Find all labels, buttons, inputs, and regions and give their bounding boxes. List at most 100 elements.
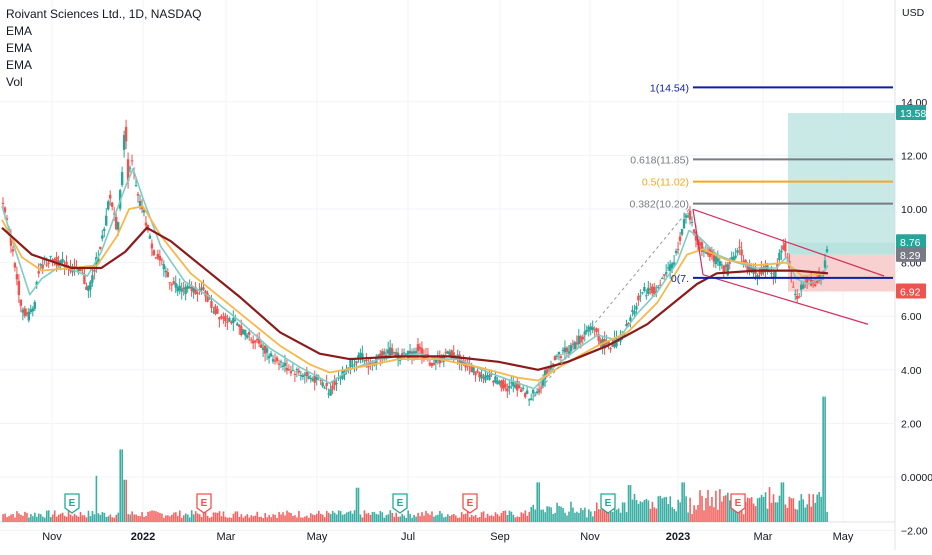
earnings-label: E [467, 498, 474, 509]
volume-bar [276, 517, 278, 522]
volume-bar [558, 505, 560, 522]
volume-bar [770, 502, 773, 522]
volume-bar [615, 509, 618, 522]
candle-body [599, 340, 602, 345]
candle-body [251, 340, 255, 344]
candle-body [657, 286, 660, 288]
volume-bar [663, 497, 666, 522]
volume-bar [236, 511, 239, 522]
candle-body [166, 272, 169, 277]
volume-bar [83, 515, 86, 522]
candle-body [750, 267, 753, 272]
price-badge-label: 6.92 [900, 287, 921, 299]
volume-legend[interactable]: Vol [6, 75, 23, 89]
candle-body [565, 347, 569, 352]
volume-bar [371, 512, 374, 522]
candle-body [799, 284, 803, 290]
candle-body [91, 275, 94, 283]
earnings-icon [730, 493, 746, 514]
volume-bar [321, 514, 324, 522]
volume-bar [526, 515, 529, 522]
volume-bar [30, 514, 32, 522]
candle-body [283, 362, 287, 366]
price-tick-label: 2.00 [901, 418, 922, 430]
candle-body [275, 357, 279, 361]
volume-bar [657, 496, 660, 522]
volume-bar [437, 514, 439, 522]
candle-body [61, 258, 64, 263]
candle-body [240, 326, 243, 336]
ema-legend-3[interactable]: EMA [6, 58, 33, 72]
candle-body [688, 210, 692, 220]
volume-bar [623, 502, 626, 522]
volume-bar [540, 509, 542, 522]
volume-bar [709, 505, 711, 522]
volume-bar [449, 516, 451, 522]
candle-body [19, 299, 23, 306]
candle-body [639, 295, 642, 297]
candle-body [329, 389, 332, 396]
volume-bar [103, 512, 106, 522]
volume-bar [734, 508, 737, 522]
candle-body [130, 160, 134, 162]
candle-body [448, 352, 451, 356]
earnings-marker[interactable]: E [64, 493, 80, 514]
volume-bar [149, 511, 151, 522]
candle-body [641, 292, 644, 294]
volume-bar [355, 487, 358, 522]
candle-body [291, 370, 295, 372]
volume-bar [580, 507, 582, 522]
earnings-marker[interactable]: E [462, 493, 478, 514]
volume-bar [760, 494, 763, 522]
ema-legend-2[interactable]: EMA [6, 41, 33, 55]
volume-bar [85, 517, 88, 522]
candle-body [686, 215, 690, 217]
volume-bar [61, 512, 64, 522]
volume-bar [304, 516, 306, 522]
candle-body [13, 263, 17, 268]
volume-bars [2, 396, 828, 522]
volume-bar [10, 514, 12, 522]
volume-bar [492, 516, 495, 522]
candle-body [520, 389, 523, 393]
volume-bar [180, 517, 183, 522]
candle-body [623, 333, 626, 337]
earnings-icon [392, 493, 408, 514]
volume-bar [794, 508, 797, 522]
volume-bar [28, 517, 30, 522]
candle-body [3, 207, 7, 213]
earnings-marker[interactable]: E [600, 493, 616, 514]
earnings-marker[interactable]: E [196, 493, 212, 514]
candle-body [228, 317, 231, 322]
volume-bar [349, 510, 352, 522]
volume-bar [627, 485, 630, 522]
ema-legend-1[interactable]: EMA [6, 24, 33, 38]
volume-bar [12, 514, 14, 522]
volume-bar [564, 512, 566, 522]
volume-bar [173, 512, 175, 522]
volume-bar [611, 511, 614, 522]
volume-bar [607, 509, 610, 522]
earnings-marker[interactable]: E [392, 493, 408, 514]
volume-bar [621, 502, 624, 522]
volume-bar [746, 497, 749, 522]
candle-body [807, 279, 811, 281]
volume-bar [175, 512, 177, 522]
channel-upper-line [692, 208, 885, 277]
candle-body [621, 331, 624, 333]
volume-bar [308, 517, 310, 522]
candle-body [9, 235, 13, 246]
candle-body [335, 382, 338, 385]
candle-body [263, 345, 267, 354]
volume-bar [729, 500, 731, 522]
volume-bar [671, 507, 674, 522]
volume-bar [474, 514, 477, 522]
volume-bar [101, 512, 104, 522]
candle-body [303, 374, 307, 376]
volume-bar [91, 511, 94, 522]
earnings-marker[interactable]: E [730, 493, 746, 514]
volume-bar [429, 514, 431, 522]
volume-bar [544, 512, 546, 522]
